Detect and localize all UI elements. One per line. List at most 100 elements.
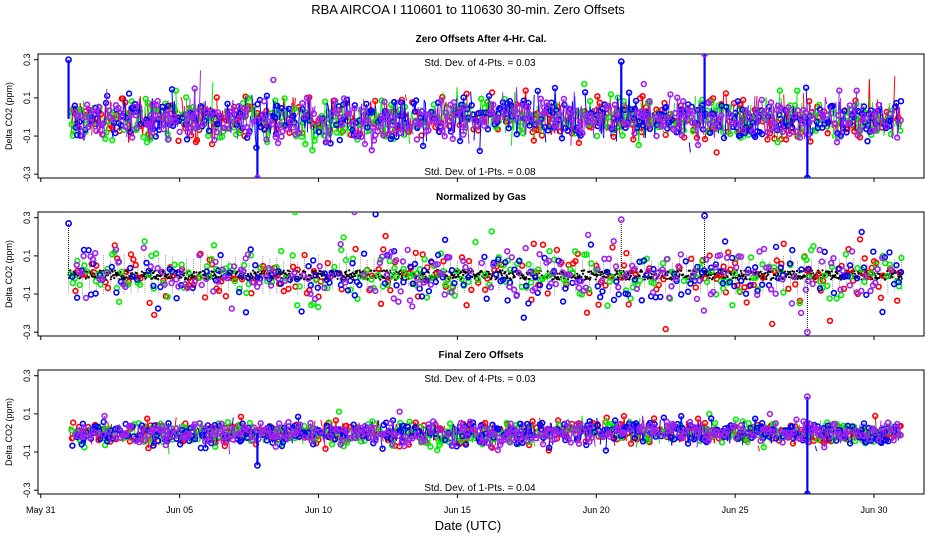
- normalized-point: [153, 275, 156, 278]
- series-line: [275, 105, 278, 135]
- data-point: [824, 119, 832, 126]
- normalized-point: [556, 272, 559, 275]
- normalized-point: [359, 271, 362, 274]
- spike-point: [701, 54, 708, 58]
- normalized-point: [770, 277, 773, 280]
- series-line: [841, 115, 844, 140]
- data-point: [259, 111, 267, 118]
- data-point: [338, 121, 345, 129]
- normalized-point: [670, 278, 673, 281]
- data-point: [893, 297, 901, 304]
- data-point: [591, 114, 599, 121]
- data-point: [887, 110, 894, 117]
- data-point: [350, 120, 357, 128]
- normalized-point: [217, 275, 220, 279]
- normalized-point: [69, 269, 72, 272]
- data-point: [724, 249, 732, 256]
- data-point: [165, 102, 172, 110]
- data-point: [132, 111, 139, 119]
- data-point: [222, 293, 230, 300]
- normalized-point: [405, 278, 408, 281]
- data-point: [671, 109, 679, 117]
- data-point: [543, 99, 550, 106]
- normalized-point: [98, 269, 101, 272]
- data-point: [475, 279, 482, 286]
- data-point: [539, 275, 546, 283]
- data-point: [780, 289, 787, 296]
- data-point: [391, 98, 398, 106]
- data-point: [274, 102, 281, 110]
- normalized-point: [708, 277, 711, 280]
- data-point: [340, 101, 347, 108]
- normalized-point: [829, 274, 832, 277]
- normalized-point: [606, 271, 609, 274]
- normalized-point: [688, 269, 692, 272]
- series-line: [537, 109, 541, 123]
- data-point: [861, 255, 868, 262]
- data-point: [421, 256, 428, 263]
- data-point: [81, 262, 88, 269]
- normalized-point: [427, 271, 430, 274]
- series-line: [672, 128, 675, 131]
- normalized-point: [774, 274, 777, 277]
- series-line: [342, 101, 345, 119]
- data-point: [235, 103, 242, 110]
- data-point: [289, 124, 297, 131]
- normalized-point: [743, 269, 746, 272]
- series-line: [298, 122, 301, 134]
- normalized-point: [424, 275, 427, 278]
- data-point: [458, 123, 466, 131]
- normalized-point: [214, 274, 217, 277]
- data-point: [375, 266, 382, 273]
- y-tick-label: 0.3: [22, 211, 32, 224]
- normalized-point: [487, 270, 490, 273]
- data-point: [468, 101, 475, 109]
- series-line: [613, 104, 616, 130]
- normalized-point: [202, 274, 206, 277]
- data-point: [112, 129, 119, 137]
- normalized-point: [588, 270, 591, 273]
- data-point: [203, 107, 210, 115]
- series-line: [657, 118, 660, 121]
- stat-bottom: Std. Dev. of 1-Pts. = 0.08: [424, 167, 536, 178]
- normalized-point: [600, 270, 604, 273]
- y-tick-label: -0.3: [22, 166, 32, 182]
- data-point: [737, 119, 745, 126]
- series-line: [460, 119, 463, 128]
- data-point: [560, 95, 568, 103]
- series-line: [757, 100, 760, 124]
- data-point: [856, 236, 864, 243]
- data-point: [321, 116, 328, 124]
- series-line: [292, 126, 295, 128]
- normalized-point: [140, 270, 144, 273]
- data-point: [736, 288, 743, 295]
- data-point: [291, 212, 299, 216]
- data-point: [353, 129, 360, 137]
- data-point: [494, 114, 502, 122]
- data-point: [843, 129, 850, 136]
- series-line: [483, 120, 486, 126]
- data-point: [352, 133, 359, 140]
- normalized-point: [473, 273, 476, 277]
- data-point: [418, 132, 425, 139]
- series-line: [348, 96, 351, 112]
- series-line: [453, 119, 456, 133]
- normalized-point: [687, 274, 690, 277]
- data-point: [810, 242, 817, 250]
- series-line: [497, 117, 500, 120]
- data-point: [103, 92, 111, 100]
- normalized-point: [212, 274, 215, 277]
- data-point: [400, 265, 407, 272]
- normalized-point: [135, 272, 138, 275]
- data-point: [824, 111, 831, 119]
- series-line: [755, 95, 758, 110]
- series-line: [550, 129, 553, 136]
- series-line: [423, 99, 426, 104]
- data-point: [791, 102, 799, 109]
- data-point: [595, 301, 602, 308]
- series-line: [787, 107, 791, 134]
- data-point: [444, 276, 451, 283]
- series-line: [751, 122, 754, 132]
- data-point: [650, 280, 657, 287]
